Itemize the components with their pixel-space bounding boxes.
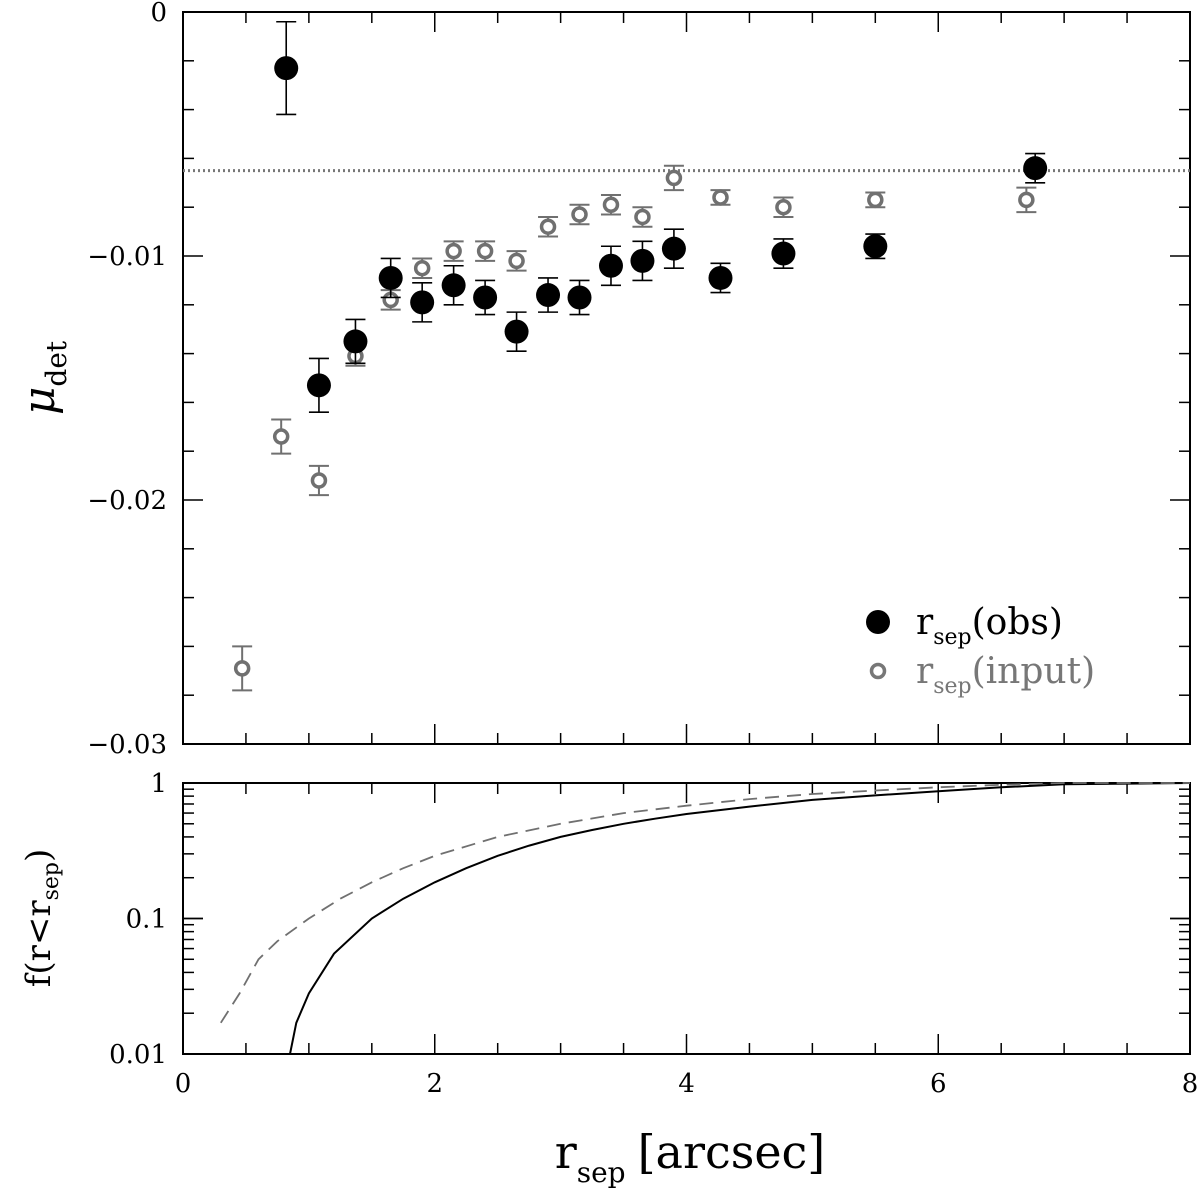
bottom-ytick-label: 0.1 [126,905,167,935]
legend-label-input: rsep(input) [916,651,1095,699]
series-input [232,164,1037,692]
top-ytick-label: 0 [150,0,167,28]
bottom-ytick-labels: 0.01 0.1 1 [109,769,167,1070]
bottom-xtick-label: 6 [930,1069,947,1099]
bottom-xtick-label: 0 [175,1069,192,1099]
data-point-input [413,259,431,277]
data-point-input [476,242,494,260]
bottom-ylabel-main: f(r<r [19,900,59,988]
data-point-obs [441,273,466,298]
bottom-data-lines [220,782,1191,1055]
xlabel-tail: [arcsec] [638,1125,826,1179]
data-point-input [539,218,557,235]
bottom-plot-frame [182,782,1191,1055]
data-point-obs [708,265,733,290]
data-point-obs [661,236,686,261]
data-point-obs [274,56,299,81]
data-point-obs [567,285,592,310]
top-ylabel-main: μ [14,387,65,416]
data-point-obs [536,283,561,308]
data-point-obs [771,241,796,266]
curve-input [220,782,1190,1024]
top-ytick-labels: 0 −0.01 −0.02 −0.03 [87,0,167,760]
legend-marker-obs [866,610,890,634]
series-obs [274,20,1048,413]
data-point-input [310,472,328,489]
top-ylabel-sub: det [40,340,73,386]
bottom-xtick-labels: 0 2 4 6 8 [175,1069,1199,1099]
data-point-obs [630,248,655,273]
top-ytick-label: −0.02 [87,486,167,516]
data-point-input [1018,191,1035,209]
bottom-ylabel-sub: sep [39,862,64,900]
data-point-input [571,206,588,223]
data-point-input [508,252,525,270]
data-point-input [775,198,792,216]
bottom-y-axis-title: f(r<rsep) [19,849,64,988]
data-point-obs [1023,156,1048,181]
bottom-axis-ticks [182,782,1191,1055]
x-axis-title: rsep [arcsec] [555,1125,826,1189]
data-point-input [634,208,651,226]
data-point-obs [598,253,623,278]
data-point-input [602,196,620,214]
bottom-ytick-label: 1 [150,769,167,799]
top-panel: 0 −0.01 −0.02 −0.03 μdet rsep(obs) rsep(inp… [14,0,1191,760]
bottom-xtick-label: 8 [1182,1069,1199,1099]
top-ytick-label: −0.03 [87,730,167,760]
curve-obs [289,782,1191,1055]
top-data-marks [232,20,1048,692]
svg-text:μdet: μdet [14,340,73,415]
legend: rsep(obs) rsep(input) [866,602,1095,699]
data-point-obs [504,319,529,344]
data-point-obs [410,290,435,315]
bottom-ytick-label: 0.01 [109,1040,167,1070]
xlabel-sub: sep [577,1156,626,1189]
xlabel-main: r [555,1125,577,1179]
data-point-obs [378,265,403,290]
svg-text:rsep[arcsec]: rsep [arcsec] [555,1125,826,1189]
data-point-obs [343,329,368,354]
data-point-obs [306,373,331,398]
bottom-xtick-label: 2 [426,1069,443,1099]
bottom-ylabel-tail: ) [19,849,59,862]
top-y-axis-title: μdet [14,340,73,415]
data-point-input [867,191,884,209]
legend-label-obs: rsep(obs) [916,602,1063,650]
data-point-input [233,660,251,677]
legend-marker-input [869,662,887,680]
top-axis-ticks [182,11,1191,745]
data-point-obs [473,285,498,310]
data-point-input [272,428,290,445]
data-point-input [665,169,683,187]
data-point-input [712,189,729,206]
data-point-input [445,242,462,260]
top-ytick-label: −0.01 [87,242,167,272]
data-point-obs [863,234,888,259]
bottom-xtick-label: 4 [678,1069,695,1099]
svg-text:f(r<rsep): f(r<rsep) [19,849,64,988]
